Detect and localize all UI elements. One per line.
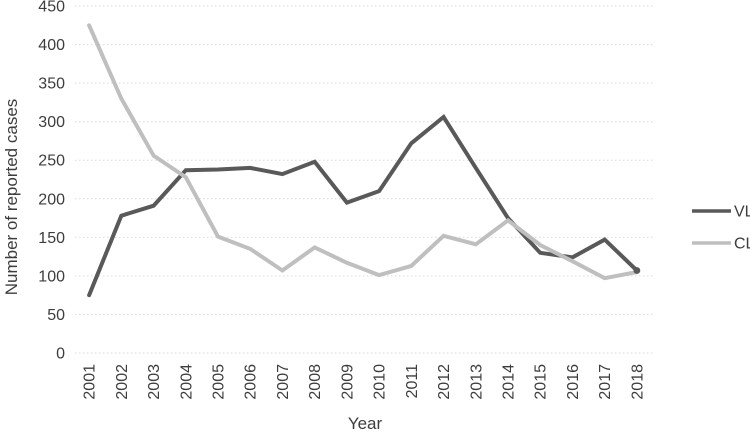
x-tick-label: 2003 <box>146 364 163 400</box>
x-tick-label: 2015 <box>533 364 550 400</box>
y-tick-label: 350 <box>38 76 65 93</box>
x-tick-label: 2008 <box>307 364 324 400</box>
x-tick-label: 2016 <box>565 364 582 400</box>
series-group <box>87 23 641 298</box>
x-tick-label: 2009 <box>339 364 356 400</box>
legend-group: VL CL <box>692 204 750 253</box>
series-line-VL <box>87 114 639 298</box>
x-tick-label: 2006 <box>243 364 260 400</box>
x-tick-label: 2018 <box>629 364 646 400</box>
y-tick-label: 0 <box>56 346 65 363</box>
legend-label-VL: VL <box>734 204 750 221</box>
x-tick-label: 2001 <box>82 364 99 400</box>
gridlines-group <box>75 5 653 354</box>
x-tick-label: 2014 <box>501 364 518 400</box>
y-tick-label: 300 <box>38 114 65 131</box>
y-tick-label: 100 <box>38 268 65 285</box>
legend-label-CL: CL <box>734 236 750 253</box>
y-tick-label: 50 <box>47 307 65 324</box>
x-tick-label: 2013 <box>468 364 485 400</box>
series-end-marker-VL <box>633 267 641 274</box>
x-axis-title: Year <box>348 414 383 433</box>
y-tick-label: 150 <box>38 230 65 247</box>
y-axis-title: Number of reported cases <box>2 99 21 296</box>
y-tick-label: 400 <box>38 37 65 54</box>
x-tick-label: 2002 <box>114 364 131 400</box>
x-tick-label: 2017 <box>597 364 614 400</box>
x-tick-label: 2005 <box>211 364 228 400</box>
series-line-CL <box>87 23 639 281</box>
y-tick-label: 250 <box>38 153 65 170</box>
y-tick-label: 450 <box>38 0 65 16</box>
x-tick-label: 2010 <box>372 364 389 400</box>
x-tick-label: 2007 <box>275 364 292 400</box>
x-tick-label: 2012 <box>436 364 453 400</box>
y-tick-label: 200 <box>38 191 65 208</box>
x-tick-label: 2011 <box>404 364 421 399</box>
axis-ticks-group: 0 50 100 150 200 250 300 350 400 450 2001 2002 2003 2… <box>38 0 646 400</box>
x-tick-label: 2004 <box>178 364 195 400</box>
